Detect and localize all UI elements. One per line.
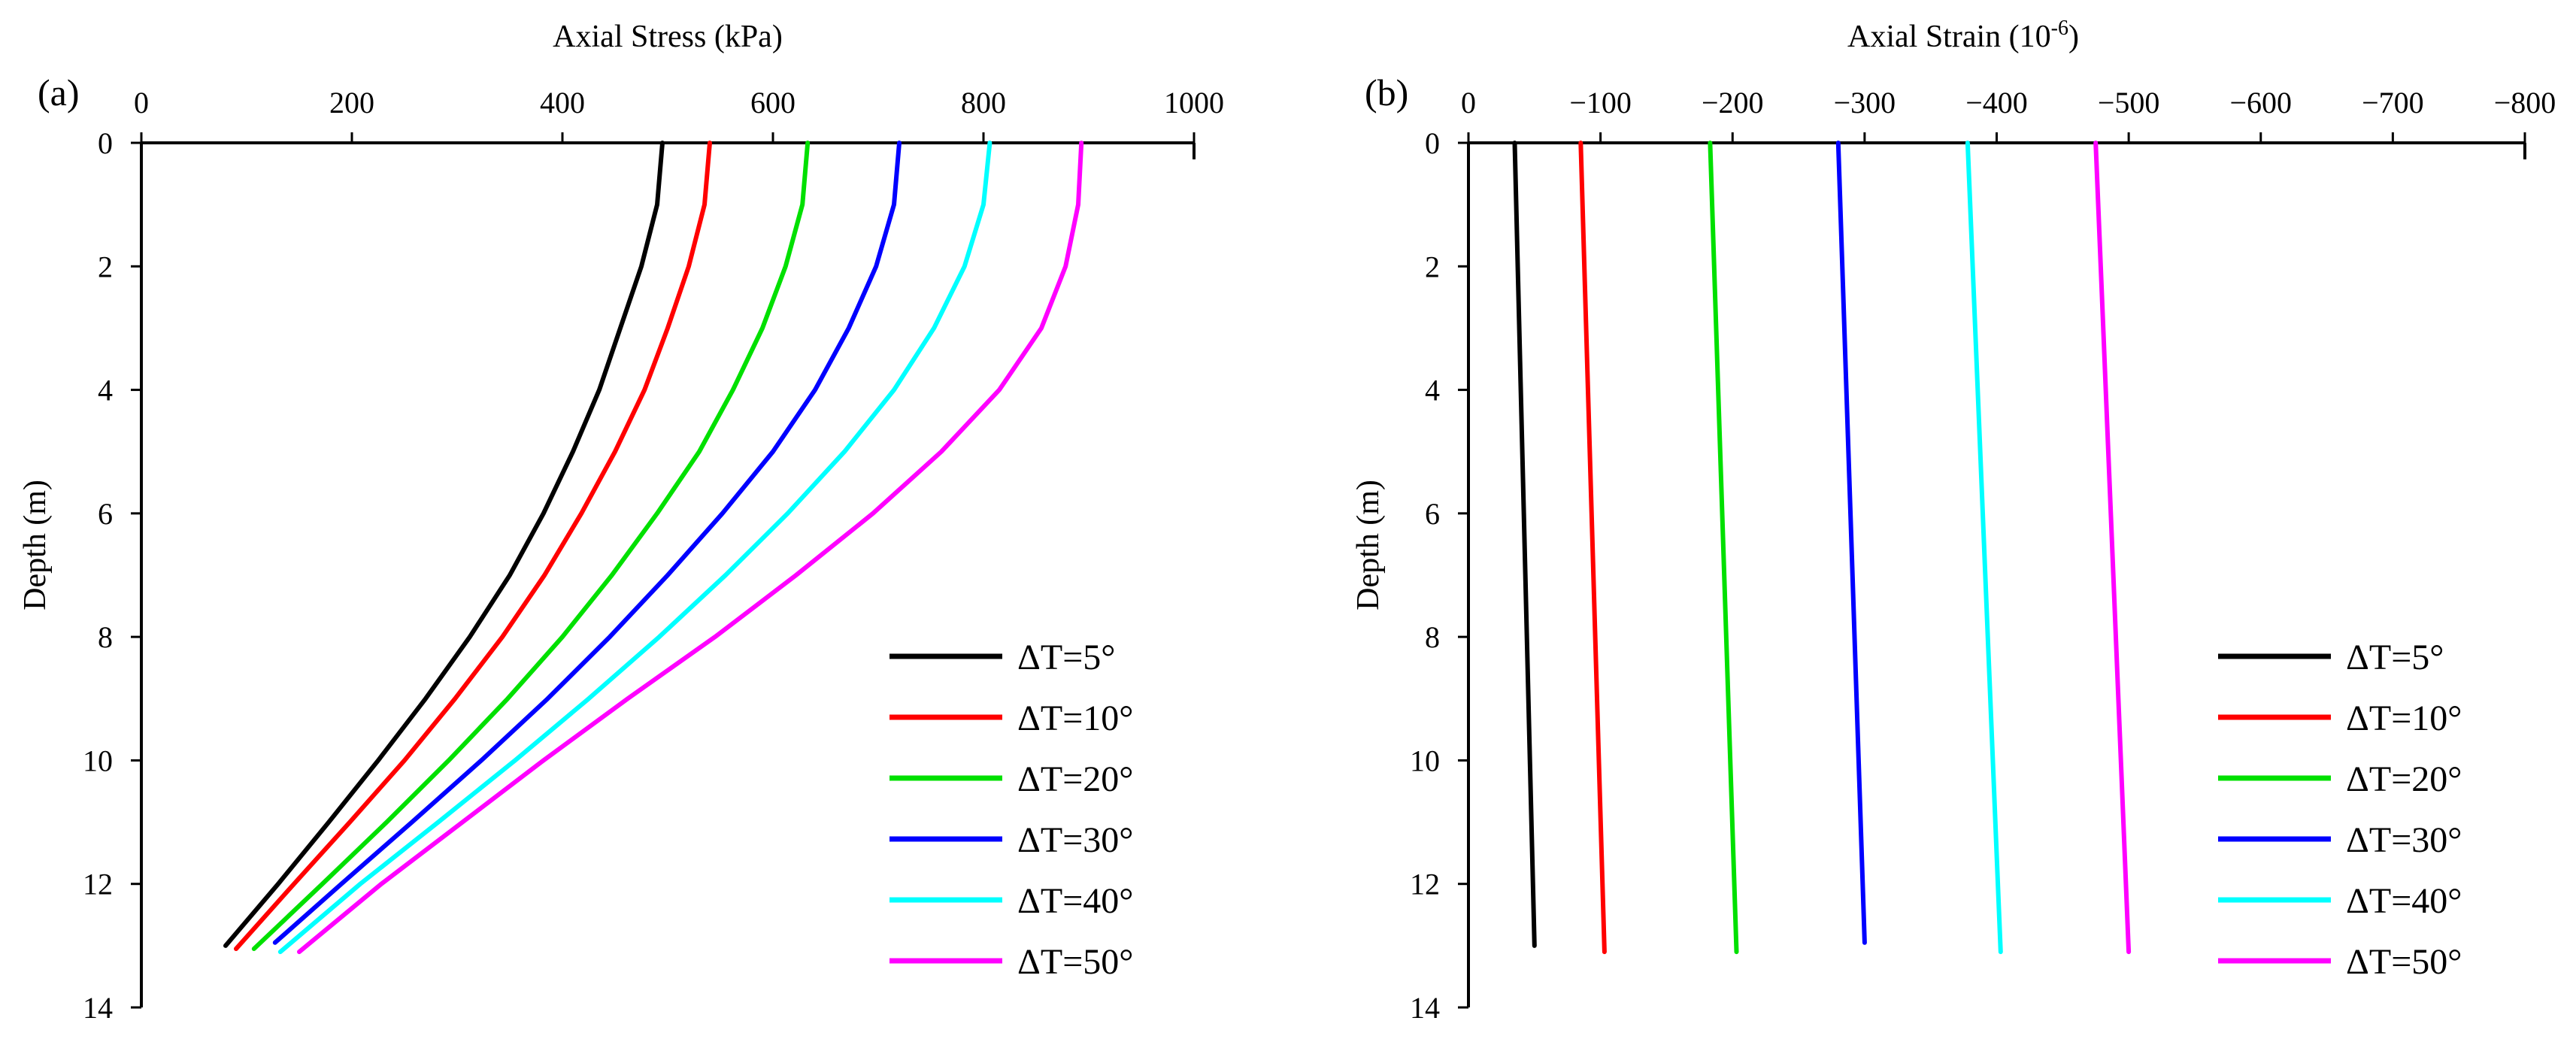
panel-a-legend-label: ΔT=50°: [1017, 942, 1133, 982]
panel-b-x-axis-title-close: ): [2068, 20, 2079, 54]
panel-b-legend-label: ΔT=40°: [2346, 881, 2462, 921]
panel-b-x-axis-title: Axial Strain (10-6): [1847, 17, 2079, 54]
panel-a-series-line: [234, 141, 712, 951]
panel-b-series-line: [1835, 141, 1867, 945]
panel-a-legend-label: ΔT=5°: [1017, 638, 1115, 677]
panel-a-y-tick-label: 12: [83, 868, 113, 901]
panel-a-series-line: [251, 141, 811, 951]
panel-b-x-axis-title-main: Axial Strain (10: [1847, 20, 2051, 54]
panel-b-y-axis-title: Depth (m): [1351, 480, 1386, 610]
panel-a-label: (a): [38, 71, 80, 114]
panel-b-y-tick-label: 8: [1425, 620, 1440, 654]
panel-b-y-tick-label: 0: [1425, 126, 1440, 160]
panel-b-x-tick-label: −400: [1965, 86, 2028, 120]
panel-a-x-tick-label: 800: [961, 86, 1006, 120]
panel-a-x-tick-label: 400: [540, 86, 585, 120]
panel-a-x-tick-label: 600: [750, 86, 796, 120]
panel-a-series-line: [223, 141, 665, 948]
panel-a-x-tick-label: 0: [134, 86, 149, 120]
panel-b-series-line: [1708, 141, 1739, 955]
panel-a: (a) Axial Stress (kPa) Depth (m) 0 200 400…: [18, 20, 1224, 1025]
panel-a-x-tick-label: 1000: [1164, 86, 1224, 120]
panel-a-y-tick-label: 8: [98, 620, 113, 654]
panel-b-series-line: [1965, 141, 2003, 955]
panel-b-y-tick-label: 6: [1425, 497, 1440, 531]
panel-b-y-tick-label: 12: [1410, 868, 1440, 901]
panel-a-series-line: [277, 141, 993, 955]
panel-b-legend-label: ΔT=20°: [2346, 759, 2462, 799]
panel-b-series-line: [2093, 141, 2132, 955]
panel-b-legend: ΔT=5° ΔT=10° ΔT=20° ΔT=30° ΔT=40° ΔT=50°: [2218, 638, 2462, 982]
panel-b-x-tick-label: −600: [2229, 86, 2292, 120]
panel-b-x-tick-label: −700: [2362, 86, 2424, 120]
panel-b-y-tick-label: 2: [1425, 250, 1440, 283]
panel-a-y-tick-label: 4: [98, 374, 113, 407]
panel-b-x-tick-label: −500: [2098, 86, 2160, 120]
panel-a-series-line: [297, 141, 1084, 955]
panel-b-x-axis-title-exponent: -6: [2051, 17, 2068, 40]
panel-b-y-tick-label: 14: [1410, 991, 1440, 1025]
panel-a-y-tick-label: 10: [83, 744, 113, 777]
panel-b-legend-label: ΔT=5°: [2346, 638, 2444, 677]
panel-b-legend-label: ΔT=10°: [2346, 698, 2462, 738]
panel-b-label: (b): [1365, 71, 1408, 114]
panel-a-y-tick-label: 14: [83, 991, 113, 1025]
panel-a-y-tick-label: 6: [98, 497, 113, 531]
panel-a-legend: ΔT=5° ΔT=10° ΔT=20° ΔT=30° ΔT=40° ΔT=50°: [889, 638, 1133, 982]
panel-b-x-tick-label: −300: [1834, 86, 1896, 120]
panel-b-series-line: [1512, 141, 1537, 948]
panel-b-x-tick-label: −200: [1702, 86, 1764, 120]
panel-b-series-line: [1578, 141, 1607, 955]
panel-b-legend-label: ΔT=50°: [2346, 942, 2462, 982]
panel-b-x-tick-label: −800: [2494, 86, 2556, 120]
panel-a-x-axis-title: Axial Stress (kPa): [553, 20, 783, 54]
panel-b-x-tick-label: 0: [1461, 86, 1476, 120]
panel-a-series-line: [272, 141, 902, 945]
panel-b: (b) Axial Strain (10-6) Depth (m) 0 −100 −…: [1351, 17, 2556, 1025]
panel-b-x-tick-label: −100: [1569, 86, 1632, 120]
panel-a-x-tick-label: 200: [329, 86, 374, 120]
panel-b-legend-label: ΔT=30°: [2346, 820, 2462, 860]
panel-a-legend-label: ΔT=30°: [1017, 820, 1133, 860]
panel-a-y-axis-title: Depth (m): [18, 480, 53, 610]
panel-a-legend-label: ΔT=10°: [1017, 698, 1133, 738]
panel-b-y-tick-label: 4: [1425, 374, 1440, 407]
panel-a-y-tick-label: 2: [98, 250, 113, 283]
panel-a-legend-label: ΔT=20°: [1017, 759, 1133, 799]
panel-b-y-tick-label: 10: [1410, 744, 1440, 777]
panel-a-legend-label: ΔT=40°: [1017, 881, 1133, 921]
panel-a-y-tick-label: 0: [98, 126, 113, 160]
